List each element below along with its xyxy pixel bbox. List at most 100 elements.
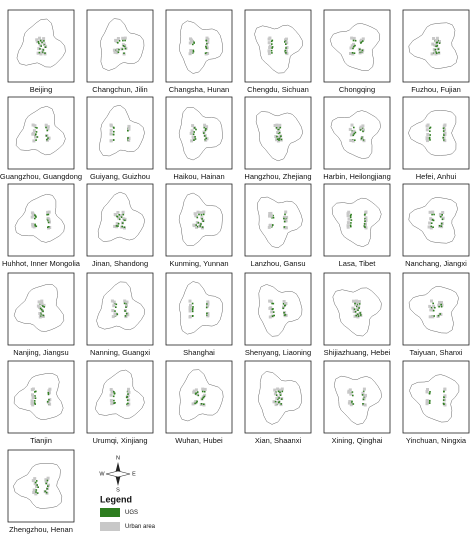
city-label: Shanghai bbox=[183, 348, 215, 357]
urban-area bbox=[114, 313, 118, 317]
urban-area bbox=[364, 226, 368, 230]
urban-area bbox=[349, 392, 353, 396]
urban-area bbox=[269, 223, 272, 227]
urban-area bbox=[44, 123, 48, 127]
urban-area bbox=[111, 309, 115, 313]
urban-area bbox=[346, 221, 350, 225]
urban-area bbox=[42, 37, 46, 41]
map-frame bbox=[7, 96, 75, 170]
ugs-patch bbox=[41, 308, 43, 311]
urban-area bbox=[268, 315, 272, 319]
urban-area bbox=[113, 224, 117, 228]
urban-area bbox=[109, 128, 113, 132]
ugs-patch bbox=[440, 303, 442, 306]
ugs-patch bbox=[115, 306, 117, 308]
urban-area bbox=[123, 217, 127, 221]
urban-area bbox=[346, 224, 350, 228]
city-label: Shijiazhuang, Hebei bbox=[324, 348, 391, 357]
ugs-patch bbox=[273, 314, 275, 317]
urban-area bbox=[188, 52, 192, 56]
urban-area bbox=[194, 388, 198, 392]
ugs-patch bbox=[432, 302, 434, 305]
ugs-patch bbox=[113, 130, 115, 133]
urban-area bbox=[425, 399, 429, 403]
ugs-patch bbox=[205, 45, 207, 48]
ugs-patch bbox=[363, 223, 366, 225]
ugs-patch bbox=[36, 127, 38, 129]
urban-area bbox=[285, 41, 289, 45]
urban-area bbox=[113, 50, 117, 54]
ugs-patch bbox=[270, 40, 273, 43]
ugs-patch bbox=[192, 306, 194, 308]
city-panel: Xian, Shaanxi bbox=[244, 360, 312, 445]
city-label: Guangzhou, Guangdong bbox=[0, 172, 82, 181]
ugs-patch bbox=[429, 130, 431, 132]
urban-area bbox=[348, 400, 352, 403]
urban-area bbox=[430, 308, 434, 312]
ugs-patch bbox=[202, 220, 204, 222]
ugs-patch bbox=[272, 216, 275, 219]
ugs-patch bbox=[127, 402, 129, 405]
ugs-patch bbox=[206, 312, 208, 315]
ugs-patch bbox=[281, 390, 284, 393]
ugs-patch bbox=[124, 47, 127, 50]
ugs-patch bbox=[271, 39, 274, 42]
urban-area bbox=[437, 303, 441, 307]
ugs-patch bbox=[353, 132, 356, 135]
urban-area bbox=[428, 304, 432, 308]
ugs-patch bbox=[196, 216, 199, 219]
urban-area bbox=[274, 135, 278, 138]
ugs-patch bbox=[47, 221, 50, 224]
ugs-patch bbox=[37, 486, 39, 488]
ugs-patch bbox=[40, 312, 42, 315]
urban-area bbox=[358, 126, 362, 130]
urban-area bbox=[123, 36, 127, 40]
urban-area bbox=[206, 40, 210, 44]
urban-area bbox=[109, 393, 113, 397]
urban-area bbox=[116, 37, 120, 40]
city-panel: Changchun, Jilin bbox=[86, 9, 154, 94]
ugs-patch bbox=[205, 137, 207, 140]
urban-area bbox=[350, 44, 354, 48]
ugs-patch bbox=[34, 214, 36, 216]
urban-area bbox=[425, 136, 429, 140]
urban-area bbox=[123, 299, 127, 303]
ugs-patch bbox=[112, 133, 115, 136]
city-label: Xian, Shaanxi bbox=[255, 436, 302, 445]
urban-area bbox=[127, 390, 131, 394]
ugs-patch bbox=[428, 392, 431, 395]
urban-area bbox=[189, 131, 193, 135]
urban-area bbox=[109, 132, 113, 136]
ugs-patch bbox=[203, 395, 206, 398]
ugs-patch bbox=[441, 214, 443, 216]
ugs-patch bbox=[436, 45, 439, 47]
urban-area bbox=[42, 42, 46, 46]
urban-area bbox=[47, 483, 50, 487]
urban-area bbox=[433, 43, 437, 47]
legend-swatch bbox=[100, 522, 120, 531]
city-panel: Nanjing, Jiangsu bbox=[7, 272, 75, 357]
ugs-patch bbox=[433, 315, 435, 317]
urban-area bbox=[47, 389, 51, 393]
ugs-patch bbox=[277, 390, 280, 393]
urban-area bbox=[357, 305, 361, 309]
legend-label: Urban area bbox=[125, 524, 156, 530]
ugs-patch bbox=[193, 139, 195, 141]
ugs-patch bbox=[354, 302, 356, 305]
ugs-patch bbox=[205, 128, 207, 130]
city-boundary bbox=[14, 193, 65, 243]
city-boundary bbox=[255, 111, 303, 162]
ugs-patch bbox=[280, 403, 282, 405]
urban-area bbox=[38, 305, 41, 309]
ugs-patch bbox=[362, 40, 364, 42]
urban-area bbox=[189, 50, 193, 54]
city-panel: Nanning, Guangxi bbox=[86, 272, 154, 357]
ugs-patch bbox=[113, 399, 115, 402]
urban-area bbox=[31, 479, 35, 483]
urban-area bbox=[43, 52, 47, 56]
urban-area bbox=[284, 210, 288, 214]
ugs-patch bbox=[191, 307, 194, 310]
map-frame bbox=[165, 183, 233, 257]
ugs-patch bbox=[360, 41, 363, 43]
ugs-patch bbox=[35, 491, 37, 493]
